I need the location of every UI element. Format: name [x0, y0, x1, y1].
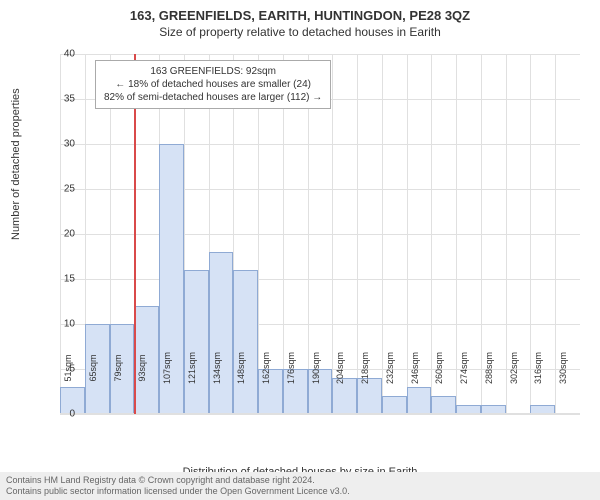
gridline-v	[481, 54, 482, 414]
histogram-bar	[382, 396, 407, 414]
x-tick-label: 134sqm	[212, 352, 222, 384]
y-tick-label: 25	[47, 184, 75, 195]
histogram-bar	[233, 270, 258, 414]
x-tick-label: 107sqm	[162, 352, 172, 384]
gridline-v	[530, 54, 531, 414]
chart-title-line2: Size of property relative to detached ho…	[0, 25, 600, 39]
x-tick-label: 232sqm	[385, 352, 395, 384]
x-tick-label: 274sqm	[459, 352, 469, 384]
x-tick-label: 93sqm	[137, 354, 147, 381]
gridline-h	[60, 54, 580, 55]
x-tick-label: 218sqm	[360, 352, 370, 384]
x-tick-label: 79sqm	[113, 354, 123, 381]
gridline-v	[555, 54, 556, 414]
x-tick-label: 204sqm	[335, 352, 345, 384]
y-axis-label: Number of detached properties	[10, 88, 22, 240]
histogram-bar	[407, 387, 432, 414]
x-tick-label: 288sqm	[484, 352, 494, 384]
gridline-v	[357, 54, 358, 414]
x-tick-label: 330sqm	[558, 352, 568, 384]
attribution-line2: Contains public sector information licen…	[6, 486, 594, 497]
y-tick-label: 20	[47, 229, 75, 240]
x-tick-label: 176sqm	[286, 352, 296, 384]
gridline-v	[506, 54, 507, 414]
gridline-v	[431, 54, 432, 414]
x-tick-label: 148sqm	[236, 352, 246, 384]
annotation-box: 163 GREENFIELDS: 92sqm← 18% of detached …	[95, 60, 331, 109]
gridline-h	[60, 279, 580, 280]
attribution-footer: Contains HM Land Registry data © Crown c…	[0, 472, 600, 500]
x-tick-label: 246sqm	[410, 352, 420, 384]
x-tick-label: 190sqm	[311, 352, 321, 384]
annotation-line1: 163 GREENFIELDS: 92sqm	[104, 65, 322, 78]
y-tick-label: 10	[47, 319, 75, 330]
x-tick-label: 316sqm	[533, 352, 543, 384]
histogram-bar	[209, 252, 234, 414]
gridline-h	[60, 414, 580, 415]
chart-title-line1: 163, GREENFIELDS, EARITH, HUNTINGDON, PE…	[0, 8, 600, 23]
gridline-h	[60, 189, 580, 190]
x-tick-label: 121sqm	[187, 352, 197, 384]
x-tick-label: 260sqm	[434, 352, 444, 384]
annotation-line2: ← 18% of detached houses are smaller (24…	[104, 78, 322, 91]
gridline-v	[332, 54, 333, 414]
y-tick-label: 30	[47, 139, 75, 150]
x-tick-label: 65sqm	[88, 354, 98, 381]
gridline-v	[456, 54, 457, 414]
y-tick-label: 35	[47, 94, 75, 105]
annotation-line3: 82% of semi-detached houses are larger (…	[104, 91, 322, 104]
gridline-v	[382, 54, 383, 414]
attribution-line1: Contains HM Land Registry data © Crown c…	[6, 475, 594, 486]
histogram-bar	[431, 396, 456, 414]
gridline-h	[60, 234, 580, 235]
gridline-h	[60, 144, 580, 145]
y-tick-label: 40	[47, 49, 75, 60]
histogram-bar	[184, 270, 209, 414]
x-tick-label: 162sqm	[261, 352, 271, 384]
x-tick-label: 51sqm	[63, 354, 73, 381]
x-tick-label: 302sqm	[509, 352, 519, 384]
y-tick-label: 0	[47, 409, 75, 420]
gridline-v	[407, 54, 408, 414]
y-tick-label: 15	[47, 274, 75, 285]
